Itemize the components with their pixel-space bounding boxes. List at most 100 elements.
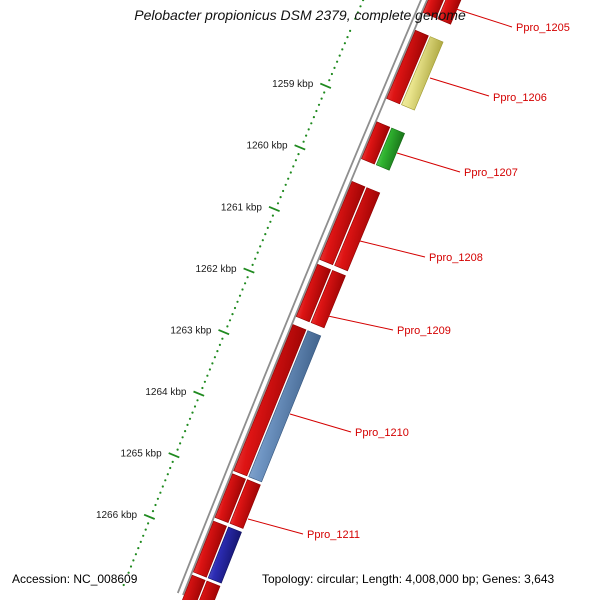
gene-label-Ppro_1206: Ppro_1206 <box>493 92 547 104</box>
ruler-dot <box>213 356 216 359</box>
ruler-label-1263: 1263 kbp <box>170 325 212 336</box>
ruler-label-1265: 1265 kbp <box>121 449 163 460</box>
ruler-dot <box>259 245 262 248</box>
ruler-dot <box>166 473 169 476</box>
ruler-dot <box>246 276 249 279</box>
ruler-dot <box>251 263 254 266</box>
ruler-dot <box>330 72 333 76</box>
gene-Ppro_1208-cog <box>334 187 381 272</box>
ruler-tick-1266 <box>143 513 156 520</box>
ruler-dot <box>269 220 272 223</box>
ruler-dot <box>312 116 315 119</box>
gene-Ppro_1206-cds <box>386 29 429 105</box>
ruler-dot <box>354 17 357 20</box>
ruler-dot <box>208 368 211 371</box>
gene-Ppro_1210-cog <box>248 330 322 483</box>
ruler-dot <box>193 405 197 408</box>
ruler-dot <box>343 42 346 45</box>
ruler-dot <box>216 350 219 353</box>
ruler-dot <box>346 36 349 39</box>
ruler-tick-1265 <box>168 452 180 459</box>
ruler-dot <box>336 60 339 63</box>
ruler-dot <box>188 417 192 420</box>
gene-labels: Ppro_1205 Ppro_1206 Ppro_1207 Ppro_1208 Ppro… <box>247 8 570 541</box>
ruler-dot <box>276 202 280 205</box>
ruler-dot <box>287 177 290 180</box>
ruler-tick-1264 <box>193 390 205 397</box>
ruler-dot <box>261 239 264 242</box>
ruler-dot <box>356 11 359 14</box>
ruler-dot <box>315 109 318 113</box>
gene-feature-cog <box>199 580 221 600</box>
gene-feature-cds <box>193 520 227 578</box>
ruler-dot <box>310 122 313 125</box>
ruler-tick-1263 <box>218 329 230 336</box>
ruler-dot <box>305 134 308 137</box>
ruler-dot <box>203 380 206 383</box>
gene-Ppro_1211-cog <box>229 479 261 529</box>
ruler-dot <box>323 91 326 94</box>
ruler-dot <box>289 171 292 174</box>
ruler-tick-1260 <box>294 144 306 151</box>
ruler-dot <box>282 189 285 193</box>
ruler-dot <box>284 183 287 186</box>
ruler-dot <box>254 257 257 260</box>
ruler-dot <box>228 319 232 322</box>
ruler-tick-1262 <box>243 267 255 274</box>
ruler-label-1261: 1261 kbp <box>221 202 263 213</box>
gene-Ppro_1209-cog <box>310 270 346 329</box>
ruler-dot <box>226 325 229 328</box>
gene-Ppro_1209-cds <box>295 263 332 323</box>
ruler-dot <box>154 503 157 507</box>
gene-Ppro_1208-cds <box>319 181 366 266</box>
ruler-dot <box>256 251 259 254</box>
ruler-dot <box>233 306 237 310</box>
ruler-dot <box>147 522 150 525</box>
leader-line-Ppro_1205 <box>455 8 513 28</box>
backbone-line <box>182 0 428 596</box>
gene-Ppro_1205-cog <box>437 0 462 25</box>
ruler-tick-1259 <box>319 82 332 89</box>
ruler-dot <box>266 226 269 229</box>
map-title: Pelobacter propionicus DSM 2379, complet… <box>134 7 466 23</box>
ruler-dot <box>176 448 179 451</box>
backbone <box>176 0 428 596</box>
ruler-dot <box>307 128 310 131</box>
ruler-dot <box>196 399 199 402</box>
backbone-line <box>176 0 422 594</box>
ruler-dot <box>328 79 331 82</box>
ruler-dot <box>238 294 242 297</box>
ruler-dot <box>161 485 164 488</box>
ruler-dot <box>144 528 147 531</box>
ruler-dot <box>184 430 187 433</box>
ruler-dot <box>302 140 305 143</box>
gene-Ppro_1207-cds <box>361 121 391 165</box>
ruler-dot <box>279 196 282 199</box>
ruler-dot <box>297 153 300 156</box>
genome-stats-text: Topology: circular; Length: 4,008,000 bp… <box>262 572 555 586</box>
ruler-dot <box>181 436 184 439</box>
ruler: 1259 kbp 1260 kbp 1261 kbp 1262 kbp 1263 kbp… <box>96 0 365 587</box>
ruler-dot <box>244 282 247 285</box>
ruler-dot <box>164 479 167 482</box>
ruler-dot <box>134 553 137 556</box>
ruler-dot <box>231 313 234 316</box>
ruler-dot <box>169 466 172 470</box>
accession-text: Accession: NC_008609 <box>12 572 138 586</box>
ruler-dot <box>221 337 224 340</box>
ruler-dot <box>151 510 155 513</box>
ruler-dot <box>179 442 182 445</box>
ruler-dot <box>137 547 140 550</box>
ruler-dot <box>320 97 323 100</box>
ruler-dot <box>359 5 362 8</box>
ruler-dot <box>142 534 145 537</box>
ruler-dot <box>171 460 174 463</box>
ruler-dot <box>294 159 297 162</box>
gene-Ppro_1205-cds <box>422 0 444 19</box>
gene-feature-cog <box>207 526 242 584</box>
ruler-dot <box>206 374 209 377</box>
ruler-dot <box>362 0 365 2</box>
ruler-dot <box>156 497 159 500</box>
